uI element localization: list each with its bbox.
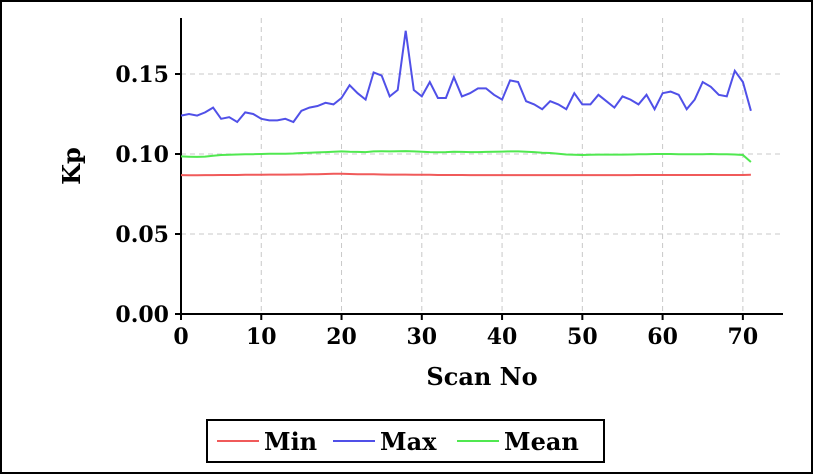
- legend: Min Max Mean: [206, 419, 605, 463]
- x-tick-label: 70: [728, 324, 759, 350]
- series-line-min: [180, 172, 751, 177]
- y-tick-label: 0.10: [115, 142, 169, 168]
- y-axis-title: Kp: [57, 147, 86, 185]
- x-tick-label: 0: [173, 324, 188, 350]
- legend-label-max: Max: [380, 427, 437, 456]
- series-lines: [180, 30, 752, 177]
- x-tick-label: 50: [567, 324, 598, 350]
- axes: [180, 18, 783, 315]
- x-axis-title: Scan No: [426, 362, 537, 391]
- legend-label-mean: Mean: [504, 427, 579, 456]
- x-tick-label: 20: [326, 324, 357, 350]
- y-tick-label: 0.05: [115, 222, 169, 248]
- ticks: 0 10 20 30 40 50 60 70 0.00 0.05 0.10 0.15: [115, 62, 758, 350]
- y-tick-label: 0.15: [115, 62, 169, 88]
- x-tick-label: 60: [647, 324, 678, 350]
- grid-lines: [181, 18, 783, 314]
- legend-label-min: Min: [264, 427, 317, 456]
- x-tick-label: 40: [487, 324, 518, 350]
- x-tick-label: 10: [246, 324, 277, 350]
- y-tick-label: 0.00: [115, 302, 169, 328]
- series-line-max: [180, 30, 752, 124]
- series-line-mean: [180, 150, 752, 163]
- x-tick-label: 30: [406, 324, 437, 350]
- legend-box: [206, 419, 605, 463]
